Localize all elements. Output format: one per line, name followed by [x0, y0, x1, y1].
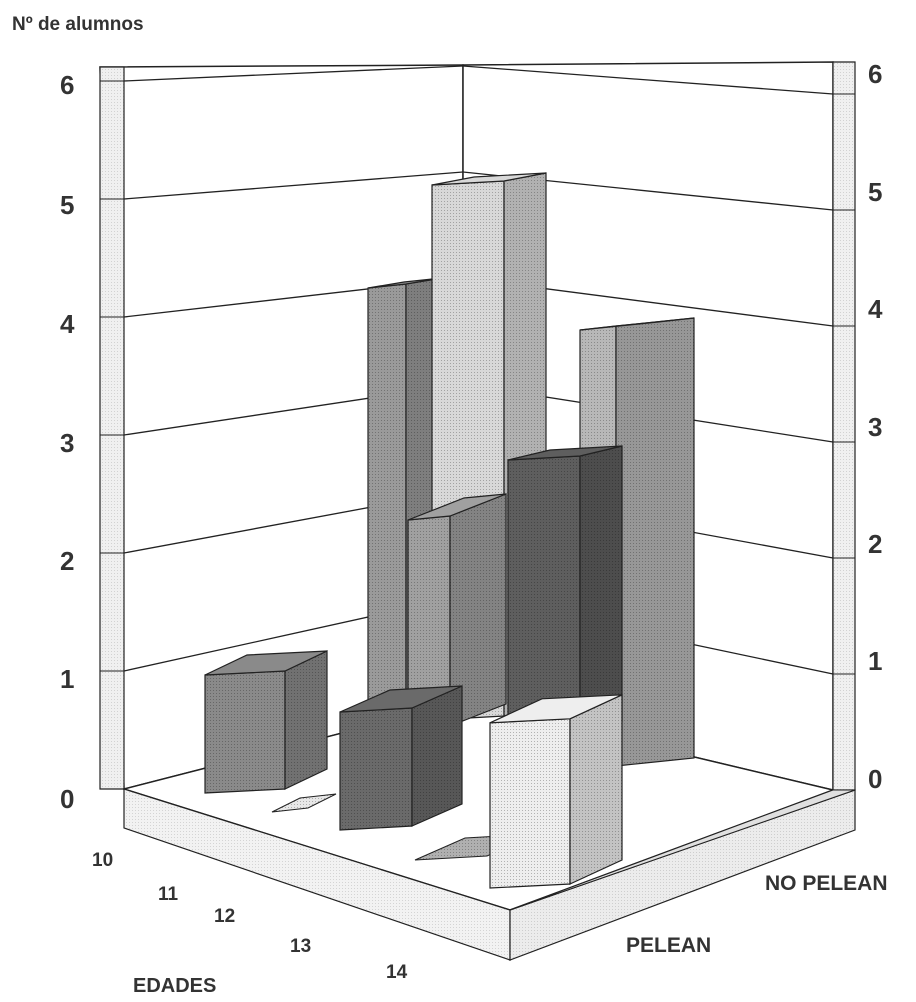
- bar-texture: [616, 318, 694, 766]
- y-tick-left: 6: [60, 70, 74, 100]
- y-tick-left: 4: [60, 309, 75, 339]
- y-axis-label: Nº de alumnos: [12, 14, 144, 35]
- bar-texture: [272, 794, 336, 812]
- bar-pelean-10: [204, 650, 328, 794]
- bar-texture: [205, 671, 285, 793]
- bar-pelean-14: [489, 693, 623, 889]
- y-tick-left: 0: [60, 784, 74, 814]
- y-tick-left: 1: [60, 664, 74, 694]
- bar-no-pelean-12: [407, 493, 507, 731]
- bar-texture: [368, 284, 406, 700]
- bar-texture: [408, 516, 450, 730]
- bar-texture: [285, 651, 327, 789]
- bars: [204, 172, 695, 889]
- bar-pelean-12: [339, 685, 463, 831]
- bar-top: [204, 650, 328, 676]
- bar-no-pelean-13: [507, 445, 623, 736]
- bar-texture: [508, 456, 580, 735]
- y-tick-left: 5: [60, 190, 74, 220]
- bar-top: [407, 493, 507, 521]
- y-tick-right: 3: [868, 412, 882, 442]
- series-label-no-pelean: NO PELEAN: [765, 872, 888, 895]
- gridline-left: [123, 65, 464, 82]
- gridline-right: [462, 65, 834, 95]
- bar-top: [507, 445, 623, 461]
- x-tick-label: 10: [92, 850, 113, 871]
- y-tick-left: 2: [60, 546, 74, 576]
- bar-texture: [412, 686, 462, 826]
- y-tick-right: 0: [868, 764, 882, 794]
- bar-top: [339, 685, 463, 713]
- x-axis-label: EDADES: [133, 975, 216, 997]
- y-tick-right: 2: [868, 529, 882, 559]
- y-tick-right: 5: [868, 177, 882, 207]
- bar-top: [489, 694, 623, 724]
- bar-texture: [570, 694, 622, 884]
- bar-texture: [450, 494, 506, 726]
- x-tick-label: 14: [386, 962, 408, 983]
- bar-texture: [340, 708, 412, 830]
- bar-pelean-11: [271, 793, 337, 813]
- x-tick-label: 12: [214, 906, 235, 927]
- x-tick-label: 11: [158, 884, 179, 905]
- gridline-left: [123, 171, 464, 200]
- bar-texture: [490, 718, 570, 888]
- bar-top: [431, 172, 547, 186]
- series-label-pelean: PELEAN: [626, 934, 711, 957]
- bar-top: [579, 317, 695, 331]
- y-tick-right: 6: [868, 59, 882, 89]
- y-tick-left: 3: [60, 428, 74, 458]
- y-tick-right: 4: [868, 294, 883, 324]
- y-tick-right: 1: [868, 646, 882, 676]
- bar-texture: [580, 446, 622, 731]
- x-tick-label: 13: [290, 936, 311, 957]
